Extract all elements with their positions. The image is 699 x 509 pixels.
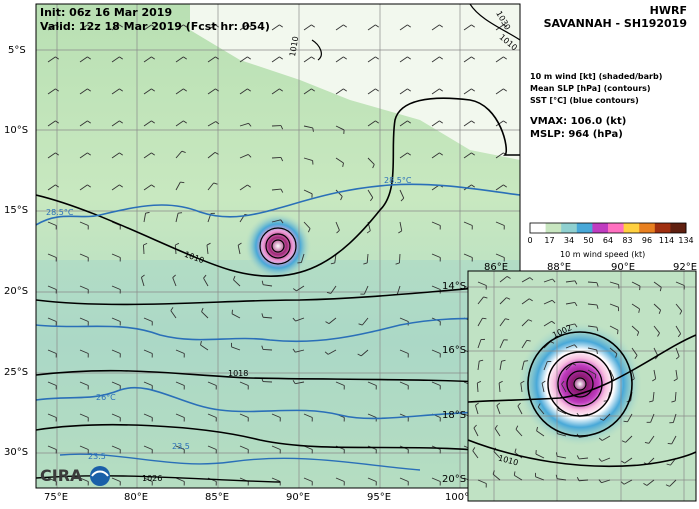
inset-lat-20s: 20°S <box>442 474 466 485</box>
lat-tick-5s: 5°S <box>8 45 26 56</box>
colorbar-tick-label: 96 <box>642 236 652 245</box>
cira-logo-text: CIRA <box>40 466 82 485</box>
wind-barb-flag <box>597 350 598 354</box>
wind-barb-flag <box>595 374 596 378</box>
lon-tick-100e: 100° <box>445 492 469 503</box>
lon-tick-75e: 75°E <box>44 492 68 503</box>
wind-barb <box>143 245 144 254</box>
wind-barb-flag <box>624 421 628 422</box>
legend-line-slp: Mean SLP [hPa] (contours) <box>530 84 651 93</box>
model-name: HWRF <box>650 4 687 17</box>
colorbar-segment <box>639 223 655 233</box>
lon-tick-80e: 80°E <box>124 492 148 503</box>
colorbar-segment <box>608 223 624 233</box>
wind-barb <box>399 254 400 263</box>
colorbar-label: 10 m wind speed (kt) <box>560 250 645 259</box>
colorbar-tick-label: 134 <box>678 236 693 245</box>
slp-label-1018: 1018 <box>228 369 248 378</box>
colorbar-segment <box>655 223 671 233</box>
inset-lat-18s: 18°S <box>442 410 466 421</box>
inset-lon-90e: 90°E <box>611 262 635 273</box>
colorbar-segment <box>592 223 608 233</box>
wind-barb <box>263 349 272 350</box>
lon-tick-85e: 85°E <box>205 492 229 503</box>
lat-tick-25s: 25°S <box>4 367 28 378</box>
colorbar-tick-label: 114 <box>659 236 674 245</box>
lat-tick-30s: 30°S <box>4 447 28 458</box>
inset-lon-92e: 92°E <box>673 262 697 273</box>
inset-map-panel <box>468 271 696 501</box>
init-time: Init: 06z 16 Mar 2019 <box>40 6 172 19</box>
inset-lat-16s: 16°S <box>442 345 466 356</box>
colorbar-segment <box>670 223 686 233</box>
sst-label-26: 26°C <box>96 393 116 402</box>
inset-lon-86e: 86°E <box>484 262 508 273</box>
wind-barb-flag <box>524 361 528 362</box>
sst-label-28-5-a: 28.5°C <box>384 176 411 185</box>
lon-tick-95e: 95°E <box>367 492 391 503</box>
colorbar-tick-label: 50 <box>583 236 593 245</box>
colorbar-tick-label: 34 <box>564 236 574 245</box>
colorbar-tick-label: 0 <box>527 236 532 245</box>
valid-time: Valid: 12z 18 Mar 2019 (Fcst hr: 054) <box>40 20 270 33</box>
wind-barb <box>272 157 281 158</box>
wind-barb-flag <box>180 182 184 183</box>
sst-label-28-5-b: 28.5°C <box>46 208 73 217</box>
inset-lon-88e: 88°E <box>547 262 571 273</box>
lat-tick-10s: 10°S <box>4 125 28 136</box>
inset-storm-shading <box>518 322 642 446</box>
colorbar-segment <box>530 223 546 233</box>
sst-label-23-5-b: 23.5 <box>172 442 190 451</box>
wind-barb-flag <box>482 318 486 319</box>
slp-label-1026: 1026 <box>142 474 162 483</box>
legend-line-wind: 10 m wind [kt] (shaded/barb) <box>530 72 662 81</box>
colorbar-tick-label: 17 <box>544 236 554 245</box>
mslp-value: MSLP: 964 (hPa) <box>530 129 623 140</box>
legend-line-sst: SST [°C] (blue contours) <box>530 96 639 105</box>
vmax-value: VMAX: 106.0 (kt) <box>530 116 626 127</box>
lat-tick-20s: 20°S <box>4 286 28 297</box>
storm-name: SAVANNAH - SH192019 <box>544 17 687 30</box>
colorbar-segment <box>577 223 593 233</box>
lon-tick-90e: 90°E <box>286 492 310 503</box>
cira-logo <box>90 466 110 486</box>
sst-label-23-5-a: 23.5 <box>88 452 106 461</box>
trade-wind-band <box>36 260 520 488</box>
colorbar-segment <box>561 223 577 233</box>
inset-lat-14s: 14°S <box>442 281 466 292</box>
colorbar-segment <box>546 223 562 233</box>
colorbar-segment <box>624 223 640 233</box>
colorbar: 0 17 34 50 64 83 96 114 134 <box>527 223 693 245</box>
wind-barb-flag <box>668 443 672 444</box>
colorbar-tick-label: 83 <box>622 236 632 245</box>
lat-tick-15s: 15°S <box>4 205 28 216</box>
storm-wind-shading <box>244 212 312 280</box>
wind-barb-flag <box>313 128 314 132</box>
wind-barb-flag <box>178 213 182 214</box>
colorbar-tick-label: 64 <box>603 236 613 245</box>
